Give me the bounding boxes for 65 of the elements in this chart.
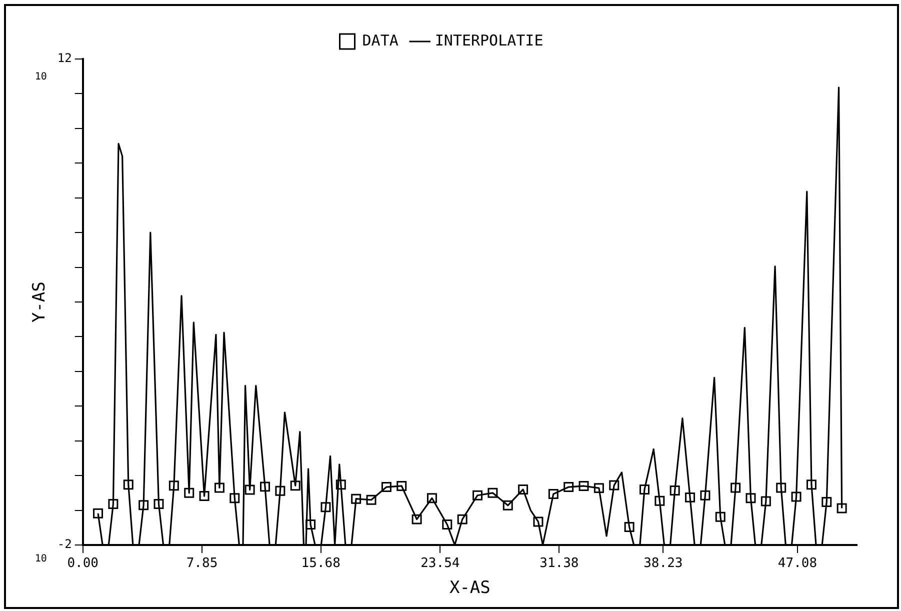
point xyxy=(412,514,422,524)
point xyxy=(138,500,149,510)
point xyxy=(594,483,604,494)
point xyxy=(564,482,574,492)
point xyxy=(548,488,558,499)
point xyxy=(320,502,331,512)
point xyxy=(351,494,362,504)
point xyxy=(230,493,240,504)
point xyxy=(791,492,802,502)
point xyxy=(381,482,392,492)
legend-label: DATA xyxy=(362,31,398,50)
point xyxy=(609,480,620,490)
point xyxy=(472,490,483,500)
point xyxy=(306,520,316,530)
x-tick-label: 0.00 xyxy=(67,556,99,572)
point xyxy=(442,520,452,530)
point xyxy=(214,482,224,493)
point xyxy=(836,503,847,514)
point xyxy=(457,514,468,524)
point xyxy=(275,486,286,496)
point xyxy=(578,480,589,491)
point xyxy=(199,491,210,502)
point xyxy=(184,488,194,498)
point xyxy=(670,486,680,496)
point xyxy=(290,480,300,491)
point xyxy=(700,490,710,500)
point xyxy=(502,500,513,510)
point xyxy=(488,488,498,498)
point xyxy=(154,499,164,510)
point xyxy=(123,480,134,490)
point xyxy=(730,482,741,493)
x-tick-label: 38.23 xyxy=(644,556,683,572)
text: 10 xyxy=(34,554,47,565)
point xyxy=(93,508,104,518)
point xyxy=(746,493,756,504)
x-axis-title: X-AS xyxy=(449,578,490,598)
point xyxy=(533,516,544,527)
point xyxy=(822,496,832,507)
x-tick-label: 31.38 xyxy=(540,556,579,572)
point xyxy=(776,482,786,493)
text: 10 xyxy=(34,72,47,83)
legend-label: INTERPOLATIE xyxy=(434,31,544,50)
y-axis-title: Y-AS xyxy=(30,282,50,322)
y-tick-label: -2 xyxy=(57,537,72,552)
point xyxy=(760,496,771,506)
point xyxy=(108,499,118,510)
point xyxy=(518,484,528,494)
point xyxy=(396,480,407,491)
point xyxy=(336,480,346,490)
point xyxy=(260,482,270,492)
point xyxy=(806,480,816,490)
point xyxy=(168,480,179,491)
point xyxy=(715,512,726,522)
point xyxy=(639,484,650,494)
point xyxy=(654,496,665,506)
x-tick-label: 23.54 xyxy=(420,556,460,572)
point xyxy=(426,493,437,504)
x-tick-label: 15.68 xyxy=(301,556,340,572)
x-tick-label: 7.85 xyxy=(186,556,218,572)
point xyxy=(366,494,376,505)
point xyxy=(685,492,696,502)
point xyxy=(624,522,634,532)
y-tick-label: 12 xyxy=(57,51,72,66)
point xyxy=(244,484,255,495)
x-tick-label: 47.08 xyxy=(778,556,818,572)
